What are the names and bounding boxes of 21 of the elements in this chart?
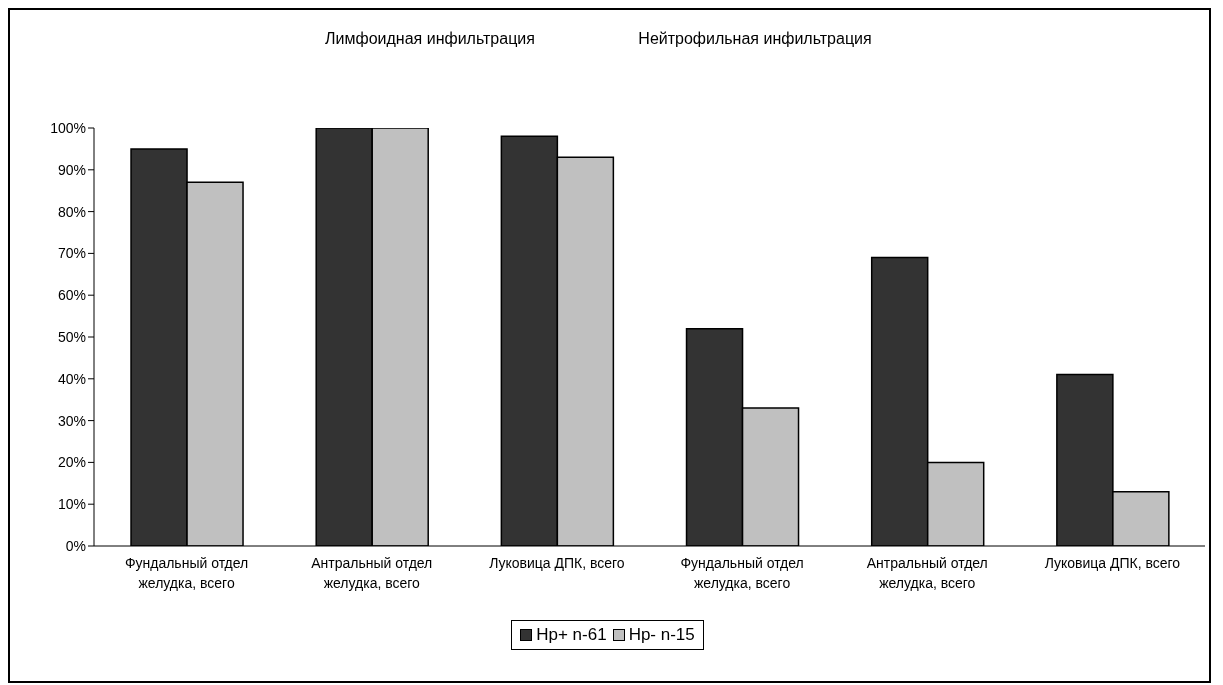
text: Лимфоидная инфильтрация bbox=[324, 30, 536, 48]
y-tick-label: 0% bbox=[65, 537, 86, 554]
y-tick-label: 100% bbox=[50, 119, 86, 136]
x-tick-label: Антральный отдел желудка, всего bbox=[866, 555, 988, 591]
x-tick-label: Луковица ДПК, всего bbox=[489, 555, 625, 571]
y-tick-label: 20% bbox=[57, 454, 86, 471]
y-tick-label: 90% bbox=[57, 161, 86, 178]
y-tick-label: 50% bbox=[57, 328, 86, 345]
y-tick-label: 70% bbox=[57, 245, 86, 262]
y-tick-label: 80% bbox=[57, 203, 86, 220]
y-tick-label: 40% bbox=[57, 370, 86, 387]
x-tick-label: Фундальный отдел желудка, всего bbox=[124, 555, 249, 591]
legend-label: Hp- n-15 bbox=[627, 625, 695, 645]
y-tick-label: 60% bbox=[57, 287, 86, 304]
x-tick-label: Антральный отдел желудка, всего bbox=[311, 555, 433, 591]
legend-label: Hp+ n-61 bbox=[535, 625, 607, 645]
x-tick-label: Луковица ДПК, всего bbox=[1044, 555, 1181, 571]
x-tick-label: Фундальный отдел желудка, всего bbox=[680, 555, 804, 591]
y-tick-label: 10% bbox=[57, 496, 86, 513]
y-tick-label: 30% bbox=[57, 412, 86, 429]
text: Нейтрофильная инфильтрация bbox=[637, 30, 873, 48]
